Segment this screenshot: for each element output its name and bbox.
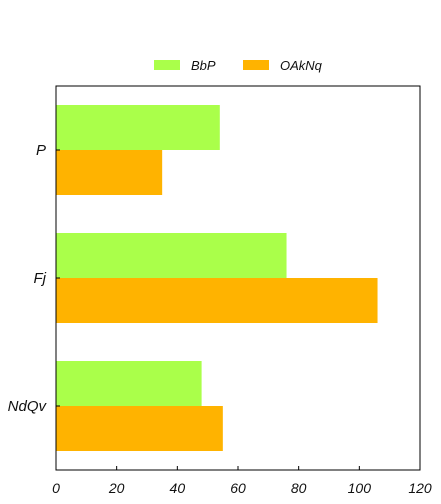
x-tick-label: 80 bbox=[291, 480, 307, 496]
y-axis: P Fj NdQv bbox=[8, 142, 60, 415]
x-tick-label: 120 bbox=[408, 480, 432, 496]
bar-OAkNq-Fj bbox=[56, 278, 378, 323]
y-tick-label: Fj bbox=[34, 270, 47, 287]
x-tick-label: 0 bbox=[52, 480, 60, 496]
x-tick-label: 20 bbox=[108, 480, 125, 496]
bar-BbP-NdQv bbox=[56, 361, 202, 406]
y-tick-label: P bbox=[36, 142, 46, 159]
x-tick-label: 60 bbox=[230, 480, 246, 496]
legend-swatch-BbP bbox=[154, 60, 180, 70]
bar-BbP-Fj bbox=[56, 233, 287, 278]
x-tick-label: 100 bbox=[348, 480, 372, 496]
bar-BbP-P bbox=[56, 105, 220, 150]
legend: BbP OAkNq bbox=[154, 58, 323, 73]
bar-OAkNq-NdQv bbox=[56, 406, 223, 451]
bars bbox=[56, 105, 378, 451]
legend-label-OAkNq: OAkNq bbox=[280, 58, 323, 73]
legend-swatch-OAkNq bbox=[243, 60, 269, 70]
x-axis: 0 20 40 60 80 100 120 bbox=[52, 466, 432, 496]
legend-label-BbP: BbP bbox=[191, 58, 216, 73]
bar-OAkNq-P bbox=[56, 150, 163, 195]
y-tick-label: NdQv bbox=[8, 398, 48, 415]
x-tick-label: 40 bbox=[170, 480, 186, 496]
